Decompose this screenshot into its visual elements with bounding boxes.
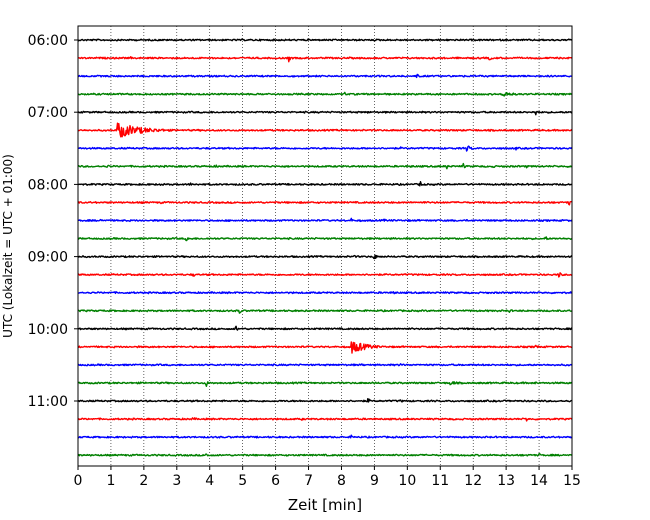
trace-line <box>77 145 573 152</box>
trace-line <box>77 217 573 223</box>
x-tick-label: 0 <box>74 473 83 489</box>
trace-line <box>77 236 573 242</box>
y-tick-label: 09:00 <box>28 250 68 266</box>
trace-line <box>77 363 573 367</box>
y-axis-label: UTC (Lokalzeit = UTC + 01:00) <box>1 154 15 338</box>
trace-line <box>77 254 573 260</box>
y-axis-ticks: 06:00 07:00 08:00 09:00 10:00 11:00 <box>28 33 78 410</box>
x-tick-label: 5 <box>238 473 247 489</box>
x-tick-label: 2 <box>139 473 148 489</box>
y-tick-label: 11:00 <box>28 394 68 410</box>
x-axis-label: Zeit [min] <box>288 496 362 514</box>
trace-line <box>77 181 573 187</box>
trace-line <box>77 417 573 422</box>
trace-line <box>77 122 573 138</box>
x-axis-ticks: 0 1 2 3 4 5 6 7 8 9 10 11 12 13 14 15 <box>74 466 581 489</box>
x-tick-label: 13 <box>497 473 515 489</box>
x-tick-label: 8 <box>337 473 346 489</box>
x-tick-label: 7 <box>304 473 313 489</box>
trace-line <box>77 91 573 97</box>
x-tick-label: 12 <box>464 473 482 489</box>
grid-lines <box>110 26 540 466</box>
x-tick-label: 10 <box>398 473 416 489</box>
trace-line <box>77 73 573 79</box>
trace-line <box>77 398 573 403</box>
trace-line <box>77 341 573 354</box>
plot-frame <box>77 25 573 467</box>
trace-line <box>77 434 573 439</box>
x-tick-label: 9 <box>370 473 379 489</box>
trace-line <box>77 200 573 206</box>
y-tick-label: 08:00 <box>28 177 68 193</box>
trace-line <box>77 38 573 42</box>
y-tick-label: 07:00 <box>28 105 68 121</box>
trace-line <box>77 381 573 388</box>
x-tick-label: 14 <box>530 473 548 489</box>
trace-line <box>77 325 573 331</box>
x-tick-label: 1 <box>106 473 115 489</box>
trace-line <box>77 309 573 314</box>
x-tick-label: 6 <box>271 473 280 489</box>
trace-line <box>77 110 573 116</box>
x-tick-label: 15 <box>563 473 581 489</box>
trace-line <box>77 453 573 457</box>
y-tick-label: 06:00 <box>28 33 68 49</box>
trace-lines <box>77 38 573 457</box>
trace-line <box>77 162 573 170</box>
y-tick-label: 10:00 <box>28 322 68 338</box>
trace-line <box>77 291 573 295</box>
trace-line <box>77 272 573 278</box>
x-tick-label: 11 <box>431 473 449 489</box>
x-tick-label: 3 <box>172 473 181 489</box>
trace-line <box>77 56 573 63</box>
x-tick-label: 4 <box>205 473 214 489</box>
